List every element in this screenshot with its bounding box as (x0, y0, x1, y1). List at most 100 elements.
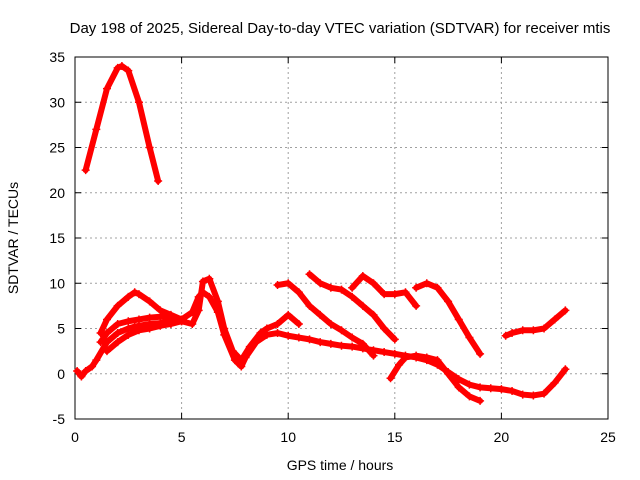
data-point (256, 329, 265, 338)
data-point (166, 310, 175, 319)
data-point (124, 330, 133, 339)
data-point (369, 351, 378, 360)
y-tick-label: 0 (57, 366, 65, 382)
data-point (337, 341, 346, 350)
data-point (273, 329, 282, 338)
series-arc-7 (305, 270, 399, 344)
data-point (326, 283, 335, 292)
data-point (326, 339, 335, 348)
data-point (113, 63, 122, 72)
data-point (154, 176, 163, 185)
data-point (561, 306, 570, 315)
data-point (390, 349, 399, 358)
data-point (194, 306, 203, 315)
data-point (518, 326, 527, 335)
y-tick-label: 10 (49, 275, 65, 291)
data-point (177, 317, 186, 326)
data-point (284, 279, 293, 288)
data-point (198, 277, 207, 286)
y-tick-label: 30 (49, 94, 65, 110)
data-point (228, 347, 237, 356)
data-point (124, 317, 133, 326)
data-point (134, 290, 143, 299)
data-point (316, 338, 325, 347)
data-point (412, 351, 421, 360)
data-point (550, 378, 559, 387)
series-arc-5 (102, 317, 186, 356)
data-point (386, 374, 395, 383)
axis-ticks: 0 5 10 15 20 25 -5 0 5 10 15 20 25 30 35 (49, 49, 616, 445)
data-point (486, 384, 495, 393)
data-point (73, 367, 82, 376)
data-point (316, 279, 325, 288)
data-point (145, 324, 154, 333)
chart-title: Day 198 of 2025, Sidereal Day-to-day VTE… (70, 20, 611, 37)
data-point (465, 333, 474, 342)
data-point (390, 290, 399, 299)
data-point (205, 274, 214, 283)
data-point (220, 324, 229, 333)
data-point (561, 365, 570, 374)
data-point (518, 390, 527, 399)
y-tick-label: 35 (49, 49, 65, 65)
data-point (433, 283, 442, 292)
series-arc-11 (501, 306, 570, 340)
data-point (529, 326, 538, 335)
data-point (501, 331, 510, 340)
series-line (274, 280, 377, 359)
data-point (326, 319, 335, 328)
data-point (145, 297, 154, 306)
data-point (102, 347, 111, 356)
data-point (294, 319, 303, 328)
data-point (412, 283, 421, 292)
data-point (113, 301, 122, 310)
data-point (205, 292, 214, 301)
data-point (188, 319, 197, 328)
data-point (508, 386, 517, 395)
data-point (476, 396, 485, 405)
data-point (540, 389, 549, 398)
x-tick-label: 15 (387, 429, 403, 445)
data-point (401, 288, 410, 297)
data-point (245, 342, 254, 351)
data-point (348, 292, 357, 301)
data-point (358, 339, 367, 348)
data-point (380, 348, 389, 357)
data-point (262, 324, 271, 333)
data-point (390, 335, 399, 344)
data-point (130, 288, 139, 297)
data-point (337, 285, 346, 294)
series-arc-2 (73, 288, 570, 400)
data-point (412, 301, 421, 310)
series-arc-6 (273, 279, 378, 360)
x-tick-label: 0 (71, 429, 79, 445)
data-point (273, 319, 282, 328)
data-point (508, 329, 517, 338)
data-point (454, 383, 463, 392)
data-point (395, 360, 404, 369)
data-point (102, 315, 111, 324)
data-point (422, 353, 431, 362)
data-point (305, 335, 314, 344)
y-tick-label: 15 (49, 230, 65, 246)
series-arc-8 (348, 272, 421, 310)
data-point (145, 143, 154, 152)
data-point (422, 279, 431, 288)
data-point (113, 319, 122, 328)
series-line (387, 352, 484, 404)
data-point (273, 281, 282, 290)
data-point (77, 372, 86, 381)
data-point (444, 369, 453, 378)
data-point (454, 315, 463, 324)
data-point (369, 310, 378, 319)
data-point (380, 324, 389, 333)
y-tick-label: 5 (57, 321, 65, 337)
data-point (81, 166, 90, 175)
data-point (92, 356, 101, 365)
x-tick-label: 25 (600, 429, 616, 445)
data-point (316, 310, 325, 319)
data-point (213, 297, 222, 306)
data-point (444, 297, 453, 306)
data-point (156, 321, 165, 330)
